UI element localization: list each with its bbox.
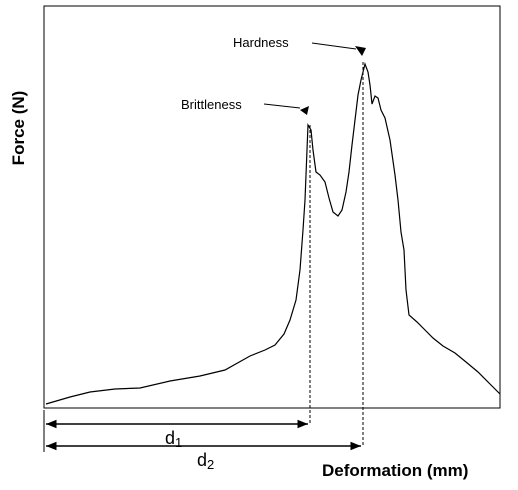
hardness-leader [311,42,357,50]
force-curve [45,61,501,405]
d1-base: d [165,428,175,448]
plot-frame [43,5,501,409]
d1-sub: 1 [175,435,182,450]
brittleness-leader [263,103,301,109]
y-axis-label: Force (N) [9,91,28,166]
brittleness-marker [300,106,309,115]
brittleness-label: Brittleness [181,97,242,112]
x-axis-label: Deformation (mm) [322,461,468,480]
d1-label: d1 [165,428,182,450]
hardness-marker [355,46,366,56]
hardness-label: Hardness [233,35,289,50]
d2-sub: 2 [207,457,214,472]
d2-label: d2 [197,450,214,472]
d2-base: d [197,450,207,470]
